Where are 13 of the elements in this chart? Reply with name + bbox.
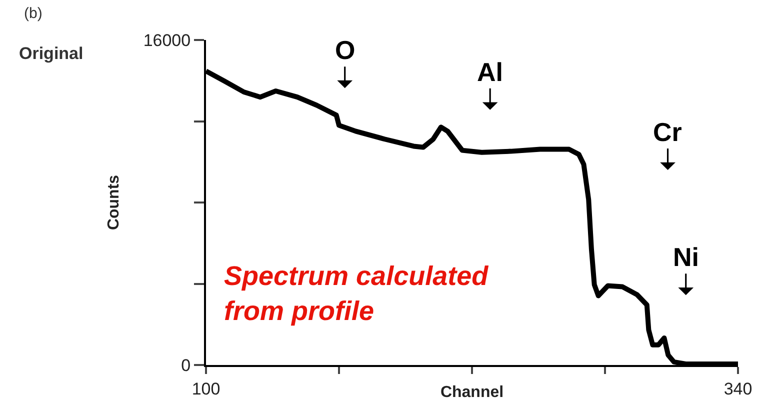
x-tick-label: 340 — [724, 379, 752, 398]
annotation: O — [335, 35, 356, 65]
y-tick-label: 16000 — [143, 30, 191, 50]
text: Original — [19, 44, 84, 63]
annotation: Al — [477, 57, 503, 87]
text: (b) — [24, 5, 42, 22]
x-axis-title: Channel — [440, 384, 504, 401]
y-tick-label: 0 — [181, 356, 191, 375]
y-axis-title: Counts — [106, 174, 123, 230]
x-tick-label: 100 — [192, 379, 220, 398]
annotation: Ni — [673, 242, 699, 272]
annotation: Cr — [653, 117, 682, 147]
annotation: Spectrum calculated from profile — [224, 261, 489, 326]
